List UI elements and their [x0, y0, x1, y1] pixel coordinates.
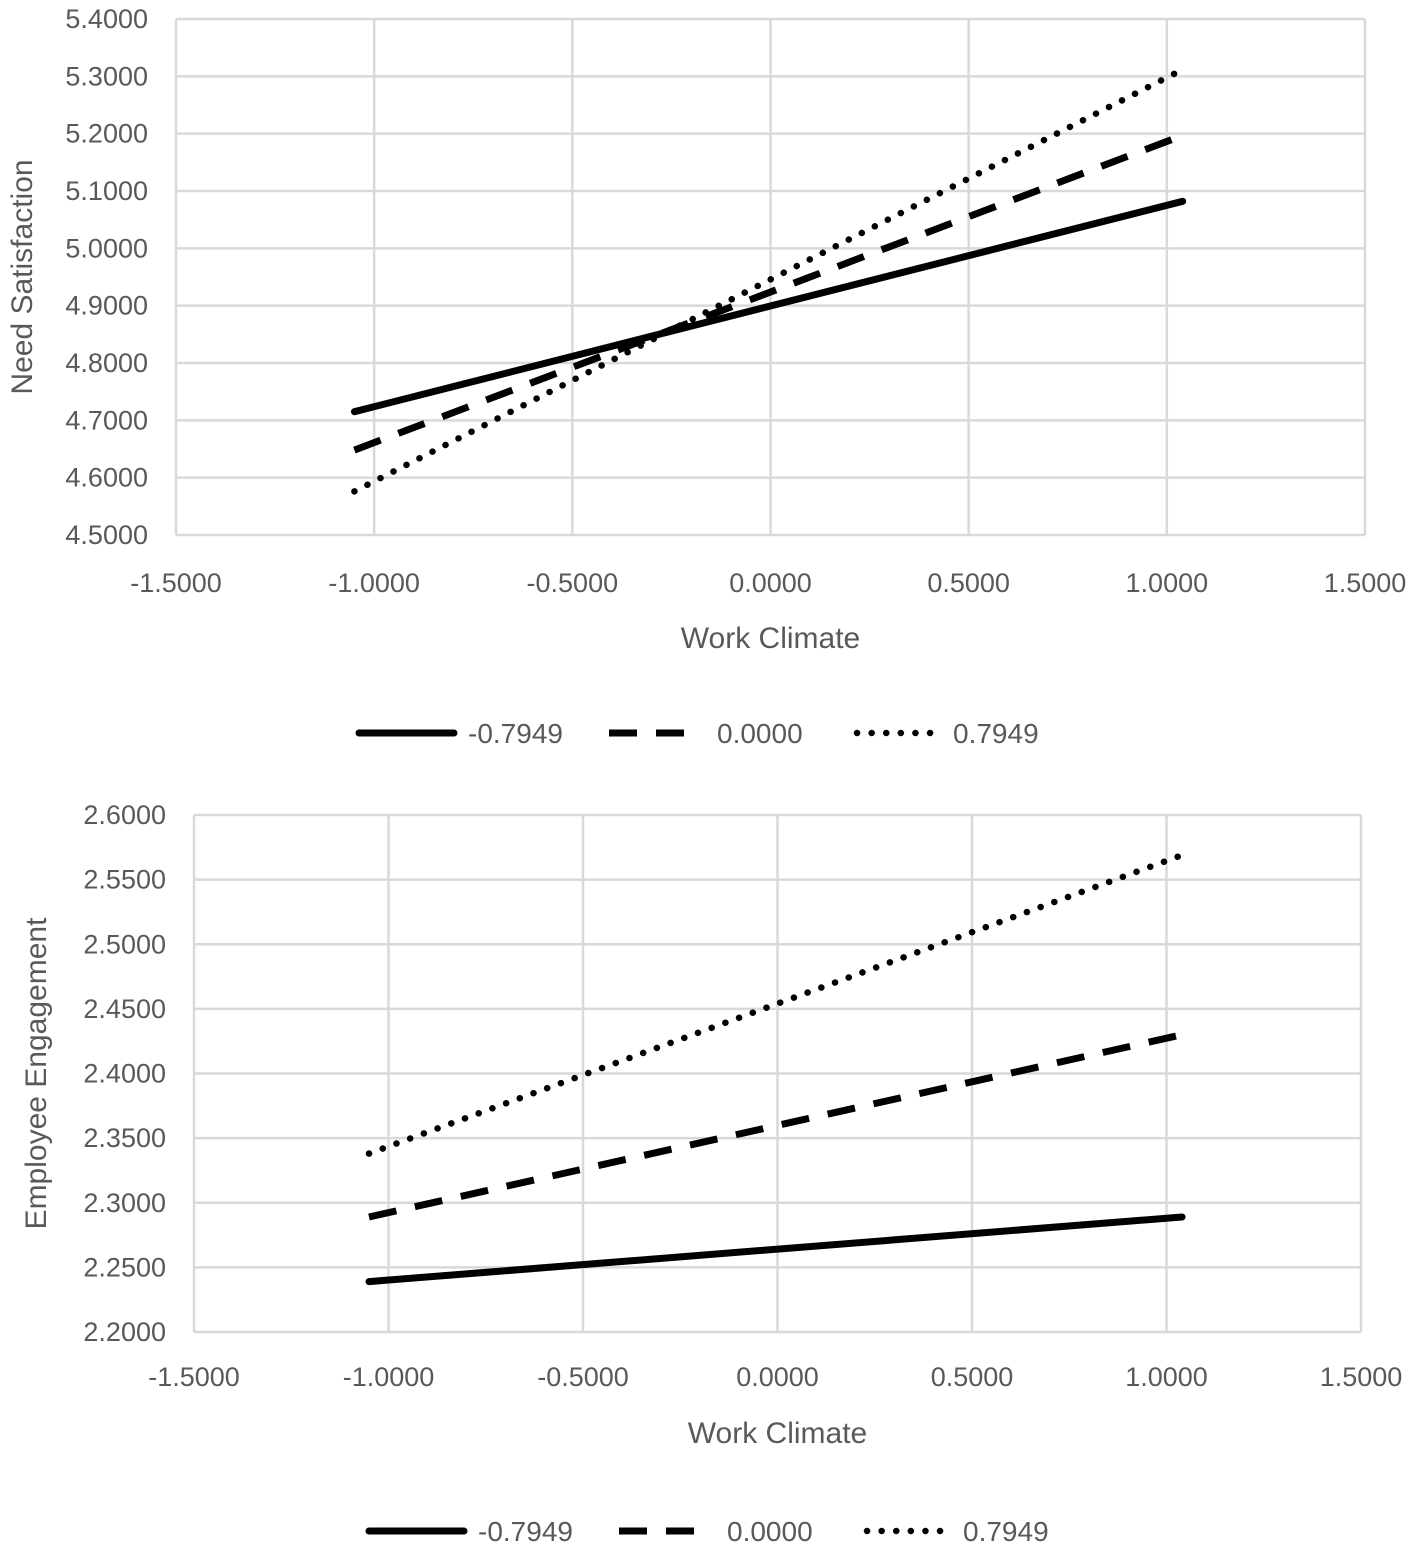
legend-label: -0.7949 — [478, 1516, 573, 1547]
x-tick-label: 1.0000 — [1126, 568, 1209, 598]
legend: -0.7949 0.0000 0.7949 — [355, 718, 1039, 749]
x-tick-label: 0.5000 — [931, 1362, 1014, 1392]
x-tick-label: -1.0000 — [343, 1362, 435, 1392]
series-line-solid — [350, 197, 1187, 416]
x-tick-label: 1.5000 — [1320, 1362, 1403, 1392]
y-tick-label: 4.7000 — [65, 405, 148, 435]
legend-label: 0.0000 — [727, 1516, 813, 1547]
y-tick-label: 4.5000 — [65, 520, 148, 550]
series-line-dashed — [353, 132, 1184, 454]
legend-label: 0.7949 — [953, 718, 1039, 749]
y-tick-label: 2.5500 — [83, 865, 166, 895]
y-tick-label: 5.2000 — [65, 119, 148, 149]
y-tick-label: 2.2000 — [83, 1317, 166, 1347]
series-line-dashed — [368, 1031, 1183, 1221]
x-tick-label: -1.5000 — [130, 568, 222, 598]
y-tick-label: 4.6000 — [65, 463, 148, 493]
chart-2: 2.2000 2.2500 2.3000 2.3500 2.4000 2.4500 2.50… — [20, 800, 1402, 1547]
x-tick-label: -1.5000 — [148, 1362, 240, 1392]
chart-1: 4.5000 4.6000 4.7000 4.8000 4.9000 5.0000 5.10… — [6, 4, 1406, 749]
x-tick-label: 1.5000 — [1324, 568, 1407, 598]
x-tick-label: -1.0000 — [328, 568, 420, 598]
y-tick-label: 2.2500 — [83, 1252, 166, 1282]
series-line-dotted — [365, 851, 1186, 1157]
legend-label: -0.7949 — [468, 718, 563, 749]
series-line-dotted — [351, 66, 1186, 495]
x-tick-label: 0.5000 — [927, 568, 1010, 598]
legend-label: 0.0000 — [717, 718, 803, 749]
y-axis-title: Need Satisfaction — [6, 159, 39, 394]
y-tick-label: 2.6000 — [83, 800, 166, 830]
x-tick-label: 1.0000 — [1125, 1362, 1208, 1392]
x-axis-title: Work Climate — [681, 622, 860, 655]
x-tick-label: -0.5000 — [527, 568, 619, 598]
y-tick-label: 5.1000 — [65, 176, 148, 206]
y-tick-label: 5.0000 — [65, 233, 148, 263]
legend-label: 0.7949 — [963, 1516, 1049, 1547]
series-line-solid — [365, 1213, 1186, 1286]
y-tick-label: 2.3000 — [83, 1188, 166, 1218]
y-tick-label: 4.8000 — [65, 348, 148, 378]
y-tick-label: 5.4000 — [65, 4, 148, 34]
y-tick-label: 2.4500 — [83, 994, 166, 1024]
y-tick-label: 5.3000 — [65, 61, 148, 91]
legend: -0.7949 0.0000 0.7949 — [365, 1516, 1049, 1547]
y-tick-label: 2.3500 — [83, 1123, 166, 1153]
x-tick-label: 0.0000 — [729, 568, 812, 598]
x-tick-label: 0.0000 — [736, 1362, 819, 1392]
y-axis-title: Employee Engagement — [20, 917, 53, 1230]
y-tick-label: 2.4000 — [83, 1059, 166, 1089]
y-tick-label: 2.5000 — [83, 929, 166, 959]
y-tick-label: 4.9000 — [65, 291, 148, 321]
x-axis-title: Work Climate — [688, 1417, 867, 1450]
x-tick-label: -0.5000 — [537, 1362, 629, 1392]
